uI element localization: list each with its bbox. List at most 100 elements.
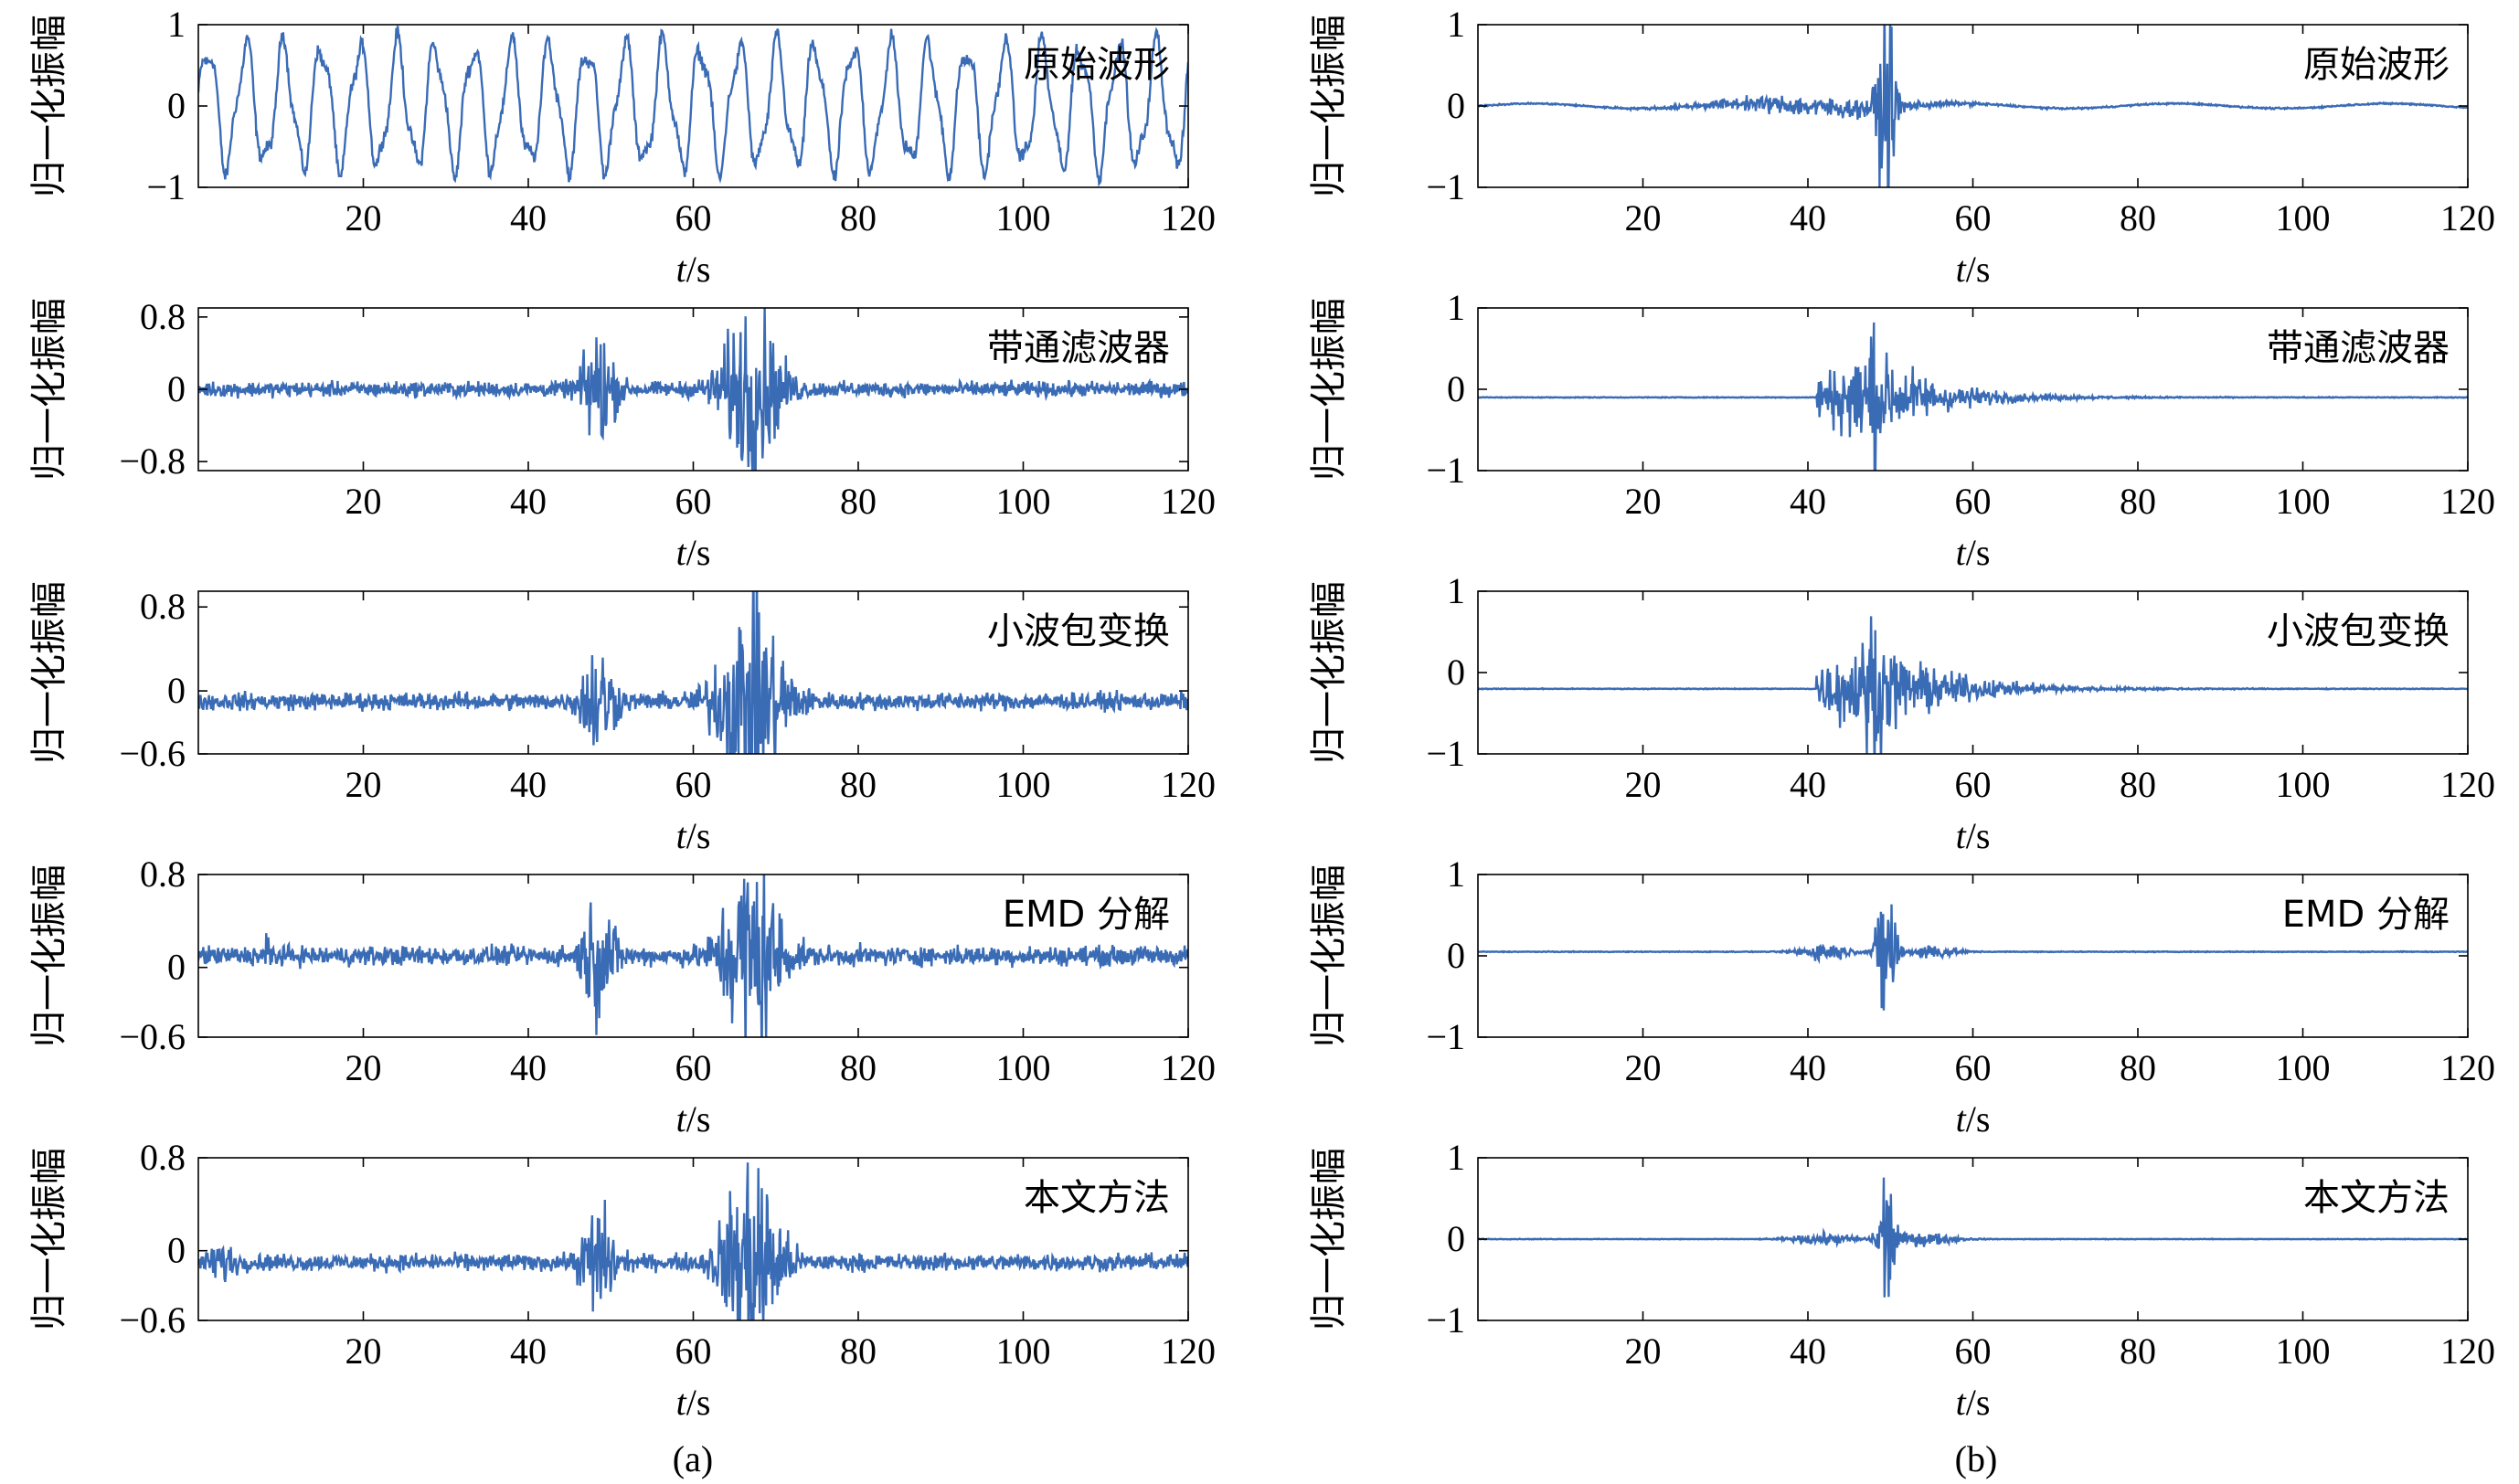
panel-a-3: 20 40 60 80 100 120 −0.6 0 0.8 归一化振幅 t/s 小波包变换 (28, 581, 1216, 856)
panel-a-4: 20 40 60 80 100 120 −0.6 0 0.8 归一化振幅 t/s EMD 分解 (28, 853, 1216, 1140)
panel-b-4-xtick-label-60: 60 (1955, 1047, 1992, 1088)
panel-a-4-xtick-label-60: 60 (675, 1047, 712, 1088)
panel-a-2-xtick-label-120: 120 (1161, 481, 1216, 522)
panel-a-1-ytick-label-1: 0 (167, 85, 186, 126)
panel-a-4-xtick-label-120: 120 (1161, 1047, 1216, 1088)
panel-b-3-xtick-label-100: 100 (2276, 764, 2331, 805)
panel-a-4-xtick-label-20: 20 (345, 1047, 382, 1088)
panel-a-1-ylabel: 归一化振幅 (28, 15, 70, 197)
panel-b-2-xtick-label-80: 80 (2120, 481, 2156, 522)
panel-a-1-xlabel: t/s (676, 249, 711, 290)
panel-a-2-ytick-label-0: −0.8 (119, 440, 186, 482)
panel-b-4-ytick-label-1: 0 (1447, 935, 1465, 976)
panel-a-1-xtick-label-40: 40 (510, 197, 547, 238)
panel-b-2-xlabel: t/s (1956, 532, 1991, 573)
panel-a-5-xtick-label-120: 120 (1161, 1330, 1216, 1372)
panel-b-4-annotation: EMD 分解 (2282, 894, 2450, 936)
panel-a-3-ytick-label-1: 0 (167, 670, 186, 711)
panel-b-1-ytick-label-2: 1 (1447, 4, 1465, 45)
panel-b-3-xlabel: t/s (1956, 815, 1991, 856)
panel-a-5-xtick-label-20: 20 (345, 1330, 382, 1372)
panel-b-4-xtick-label-80: 80 (2120, 1047, 2156, 1088)
panel-a-5-xlabel: t/s (676, 1382, 711, 1423)
panel-a-1-ytick-label-0: −1 (146, 166, 186, 207)
panel-a-4-series-1 (198, 874, 1188, 1037)
panel-b-5-xtick-label-120: 120 (2440, 1330, 2495, 1372)
panel-a-1-xtick-label-120: 120 (1161, 197, 1216, 238)
panel-a-5-xtick-label-80: 80 (840, 1330, 877, 1372)
panel-a-2-xtick-label-80: 80 (840, 481, 877, 522)
panel-b-2-xtick-label-120: 120 (2440, 481, 2495, 522)
panel-a-3-xtick-label-40: 40 (510, 764, 547, 805)
panel-b-5-ytick-label-0: −1 (1426, 1299, 1465, 1341)
panel-b-3-ytick-label-1: 0 (1447, 652, 1465, 693)
panel-a-5-xtick-label-40: 40 (510, 1330, 547, 1372)
panel-b-5-xtick-label-60: 60 (1955, 1330, 1992, 1372)
panel-a-4-xtick-label-100: 100 (996, 1047, 1051, 1088)
panel-a-1-xtick-label-100: 100 (996, 197, 1051, 238)
panel-a-2-xlabel: t/s (676, 532, 711, 573)
panel-b-2-ytick-label-0: −1 (1426, 450, 1465, 491)
panel-a-5-ylabel: 归一化振幅 (28, 1148, 70, 1330)
panel-a-1-xtick-label-60: 60 (675, 197, 712, 238)
panel-a-3-ytick-label-0: −0.6 (119, 733, 186, 774)
panel-a-5-xtick-label-60: 60 (675, 1330, 712, 1372)
panel-a-3-xtick-label-80: 80 (840, 764, 877, 805)
panel-b-2-xtick-label-100: 100 (2276, 481, 2331, 522)
panel-b-4-xtick-label-20: 20 (1625, 1047, 1662, 1088)
panel-b-3-xtick-label-80: 80 (2120, 764, 2156, 805)
panel-b-5-ytick-label-1: 0 (1447, 1218, 1465, 1259)
panel-a-1-annotation: 原始波形 (1024, 44, 1170, 86)
panel-b-4-xtick-label-120: 120 (2440, 1047, 2495, 1088)
caption-a: (a) (673, 1438, 713, 1479)
panel-b-5-xtick-label-40: 40 (1790, 1330, 1826, 1372)
panel-a-5-ytick-label-1: 0 (167, 1230, 186, 1271)
panel-a-2-annotation: 带通滤波器 (987, 327, 1170, 369)
panel-a-5-xtick-label-100: 100 (996, 1330, 1051, 1372)
panel-b-3-ytick-label-2: 1 (1447, 570, 1465, 611)
panel-a-4-ytick-label-0: −0.6 (119, 1016, 186, 1057)
panel-a-2-xtick-label-20: 20 (345, 481, 382, 522)
panel-b-2-series-1 (1478, 322, 2468, 471)
panel-b-1-xtick-label-60: 60 (1955, 197, 1992, 238)
panel-b-3-ylabel: 归一化振幅 (1308, 581, 1350, 764)
panel-a-2-xtick-label-40: 40 (510, 481, 547, 522)
panel-b-5: 20 40 60 80 100 120 −1 0 1 归一化振幅 t/s 本文方法 (1308, 1137, 2495, 1423)
panel-b-2-ytick-label-2: 1 (1447, 287, 1465, 328)
panel-a-2-ytick-label-2: 0.8 (140, 296, 186, 337)
panel-a-3-xlabel: t/s (676, 815, 711, 856)
panel-a-2: 20 40 60 80 100 120 −0.8 0 0.8 归一化振幅 t/s 带通滤波器 (28, 296, 1216, 573)
panel-b-5-xtick-label-80: 80 (2120, 1330, 2156, 1372)
panel-b-5-ylabel: 归一化振幅 (1308, 1148, 1350, 1330)
panel-b-1-xtick-label-80: 80 (2120, 197, 2156, 238)
panel-b-5-ytick-label-2: 1 (1447, 1137, 1465, 1178)
panel-b-4-xtick-label-100: 100 (2276, 1047, 2331, 1088)
panel-b-1-ytick-label-0: −1 (1426, 166, 1465, 207)
panel-b-1-series-1 (1478, 25, 2468, 187)
panel-a-2-ytick-label-1: 0 (167, 368, 186, 409)
panel-b-1: 20 40 60 80 100 120 −1 0 1 归一化振幅 t/s 原始波形 (1308, 4, 2495, 290)
panel-b-2: 20 40 60 80 100 120 −1 0 1 归一化振幅 t/s 带通滤波器 (1308, 287, 2495, 573)
panel-b-3: 20 40 60 80 100 120 −1 0 1 归一化振幅 t/s 小波包变换 (1308, 570, 2495, 856)
panel-b-5-xtick-label-100: 100 (2276, 1330, 2331, 1372)
panel-b-3-xtick-label-20: 20 (1625, 764, 1662, 805)
panel-b-1-annotation: 原始波形 (2303, 44, 2450, 86)
panel-b-4: 20 40 60 80 100 120 −1 0 1 归一化振幅 t/s EMD 分解 (1308, 853, 2495, 1140)
panel-b-1-xtick-label-100: 100 (2276, 197, 2331, 238)
panel-a-5: 20 40 60 80 100 120 −0.6 0 0.8 归一化振幅 t/s 本文方法 (28, 1137, 1216, 1423)
panel-a-3-annotation: 小波包变换 (987, 610, 1170, 652)
panel-a-2-xtick-label-60: 60 (675, 481, 712, 522)
panel-b-1-ytick-label-1: 0 (1447, 85, 1465, 126)
panel-b-1-xlabel: t/s (1956, 249, 1991, 290)
panel-b-5-xtick-label-20: 20 (1625, 1330, 1662, 1372)
panel-b-3-series-1 (1478, 616, 2468, 754)
panel-a-4-xtick-label-40: 40 (510, 1047, 547, 1088)
panel-b-4-series-1 (1478, 904, 2468, 1011)
panel-b-3-xtick-label-60: 60 (1955, 764, 1992, 805)
panel-b-4-xtick-label-40: 40 (1790, 1047, 1826, 1088)
panel-b-1-xtick-label-20: 20 (1625, 197, 1662, 238)
panel-b-1-ylabel: 归一化振幅 (1308, 15, 1350, 197)
panel-a-1-xtick-label-20: 20 (345, 197, 382, 238)
